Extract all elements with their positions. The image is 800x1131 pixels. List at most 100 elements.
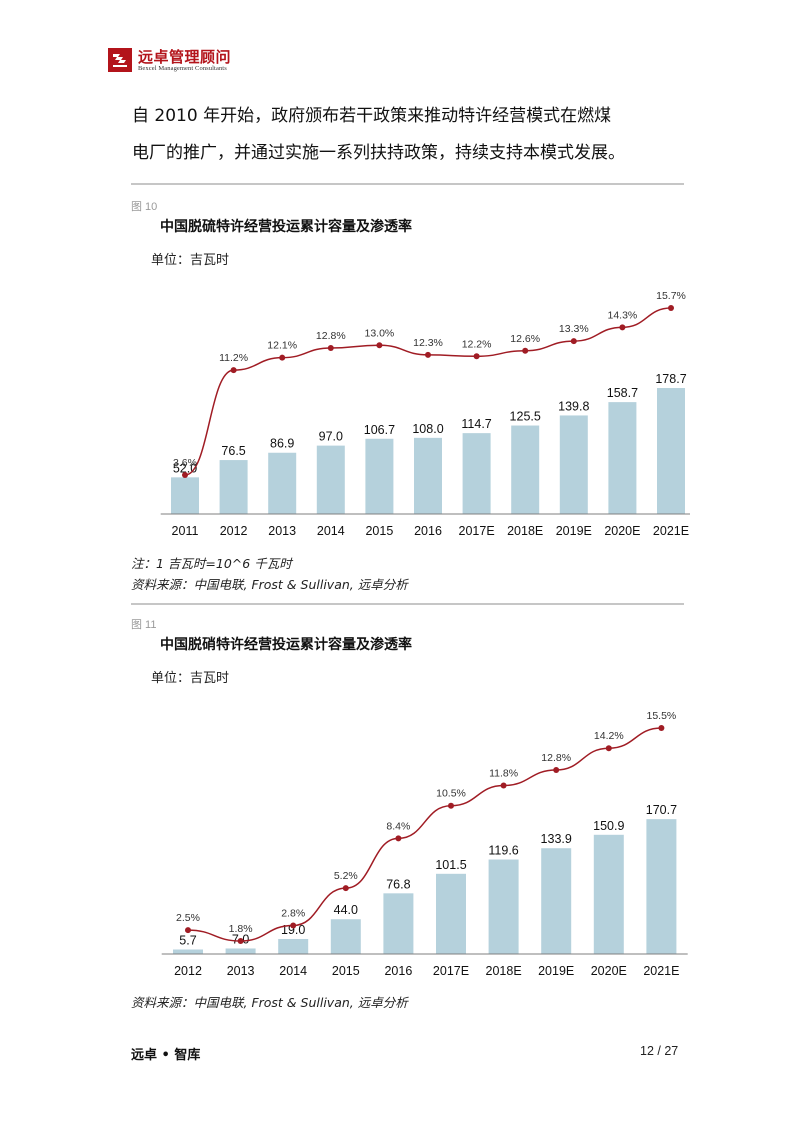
- x-tick-label: 2015: [365, 524, 393, 538]
- line-value-label: 13.3%: [559, 323, 589, 335]
- line-point: [619, 324, 626, 331]
- bar-value-label: 150.9: [593, 819, 624, 833]
- bar-value-label: 76.8: [386, 877, 410, 891]
- line-point: [182, 472, 188, 478]
- logo-en-text: Bexcel Management Consultants: [138, 65, 227, 72]
- line-point: [327, 345, 334, 352]
- intro-line-2: 电厂的推广，并通过实施一系列扶持政策，持续支持本模式发展。: [132, 143, 625, 163]
- bar: [365, 438, 394, 514]
- line-value-label: 11.8%: [489, 768, 518, 780]
- line-value-label: 12.3%: [413, 337, 443, 349]
- bar: [541, 848, 572, 954]
- line-value-label: 1.8%: [229, 923, 253, 935]
- x-tick-label: 2016: [414, 524, 442, 538]
- x-tick-label: 2016: [384, 964, 412, 978]
- bar: [559, 415, 588, 514]
- line-point: [342, 885, 349, 892]
- figure10-unit: 单位：吉瓦时: [151, 253, 230, 268]
- bar-value-label: 133.9: [541, 832, 572, 846]
- page-number: 12 / 27: [640, 1044, 679, 1058]
- line-point: [473, 353, 480, 360]
- line-point: [230, 367, 237, 374]
- figure11-chart: 5.77.019.044.076.8101.5119.6133.9150.917…: [161, 710, 688, 978]
- bar: [278, 938, 309, 954]
- bar-value-label: 170.7: [646, 803, 677, 817]
- x-tick-label: 2018E: [507, 524, 543, 538]
- x-tick-label: 2020E: [591, 964, 627, 978]
- bar-value-label: 5.7: [179, 933, 196, 947]
- line-value-label: 13.0%: [365, 327, 395, 339]
- intro-line-1: 自 2010 年开始，政府颁布若干政策来推动特许经营模式在燃煤: [132, 106, 612, 126]
- figure11-source: 资料来源：中国电联, Frost & Sullivan, 远卓分析: [131, 995, 408, 1010]
- line-value-label: 11.2%: [219, 352, 248, 364]
- bar: [511, 425, 540, 514]
- line-value-label: 12.8%: [541, 752, 571, 764]
- x-tick-label: 2019E: [538, 964, 574, 978]
- line-value-label: 8.4%: [386, 820, 410, 832]
- bar-value-label: 119.6: [488, 844, 518, 858]
- x-tick-label: 2015: [332, 964, 360, 978]
- line-point: [668, 305, 674, 311]
- figure11-title: 中国脱硝特许经营投运累计容量及渗透率: [160, 637, 412, 653]
- line-value-label: 14.2%: [594, 730, 624, 742]
- bar-value-label: 44.0: [334, 903, 358, 917]
- bar: [225, 948, 256, 954]
- line-point: [185, 927, 191, 934]
- x-tick-label: 2018E: [486, 964, 522, 978]
- x-tick-label: 2019E: [556, 524, 592, 538]
- line-point: [279, 354, 286, 361]
- x-tick-label: 2017E: [433, 964, 469, 978]
- bar: [608, 402, 637, 514]
- bar-value-label: 114.7: [461, 417, 491, 431]
- x-tick-label: 2017E: [459, 524, 495, 538]
- line-value-label: 12.6%: [510, 333, 540, 345]
- line-point: [605, 745, 612, 752]
- logo-cn-text: 远卓管理顾问: [138, 48, 232, 66]
- x-tick-label: 2011: [172, 524, 199, 538]
- line-point: [658, 725, 665, 731]
- line-point: [290, 922, 297, 929]
- bar: [316, 445, 345, 514]
- bar: [436, 873, 466, 954]
- bar: [488, 859, 519, 954]
- figure10-label: 图 10: [131, 201, 158, 213]
- bar-value-label: 76.5: [221, 444, 245, 458]
- figure10-note: 注：1 吉瓦时=10^6 千瓦时: [131, 556, 292, 571]
- line-value-label: 2.8%: [281, 907, 305, 919]
- line-value-label: 10.5%: [436, 788, 466, 800]
- x-tick-label: 2012: [174, 964, 202, 978]
- line-value-label: 12.8%: [316, 330, 346, 342]
- figure11-label: 图 11: [131, 619, 157, 631]
- line-point: [395, 835, 402, 842]
- bar: [330, 919, 361, 954]
- bar: [593, 834, 624, 954]
- x-tick-label: 2013: [268, 524, 296, 538]
- x-tick-label: 2021E: [643, 964, 679, 978]
- line-value-label: 15.7%: [656, 290, 686, 302]
- line-value-label: 2.5%: [176, 912, 200, 924]
- footer-brand: 远卓 • 智库: [131, 1048, 201, 1063]
- penetration-line: [187, 727, 662, 942]
- line-value-label: 5.2%: [334, 870, 358, 882]
- bar: [657, 388, 685, 514]
- line-value-label: 15.5%: [647, 710, 677, 722]
- figure10-chart: 52.076.586.997.0 106.7 108.0 114.7125.5139.…: [160, 290, 690, 538]
- bar-value-label: 139.8: [558, 399, 589, 413]
- line-value-label: 12.2%: [462, 338, 492, 350]
- x-tick-label: 2014: [279, 964, 307, 978]
- bar-value-label: 158.7: [607, 386, 638, 400]
- line-point: [522, 347, 529, 354]
- bar: [219, 460, 248, 514]
- figure11-top-rule: [131, 603, 684, 605]
- x-tick-label: 2021E: [653, 524, 689, 538]
- line-value-label: 3.6%: [173, 457, 197, 469]
- bar: [173, 949, 203, 954]
- bar-value-label: 101.5: [435, 858, 466, 872]
- line-point: [376, 342, 383, 349]
- bar-value-label: 86.9: [270, 437, 294, 451]
- bar: [646, 819, 677, 954]
- figure10-title: 中国脱硫特许经营投运累计容量及渗透率: [160, 219, 412, 235]
- x-tick-label: 2020E: [604, 524, 640, 538]
- figure10-source: 资料来源：中国电联, Frost & Sullivan, 远卓分析: [131, 577, 408, 592]
- bar: [462, 433, 491, 514]
